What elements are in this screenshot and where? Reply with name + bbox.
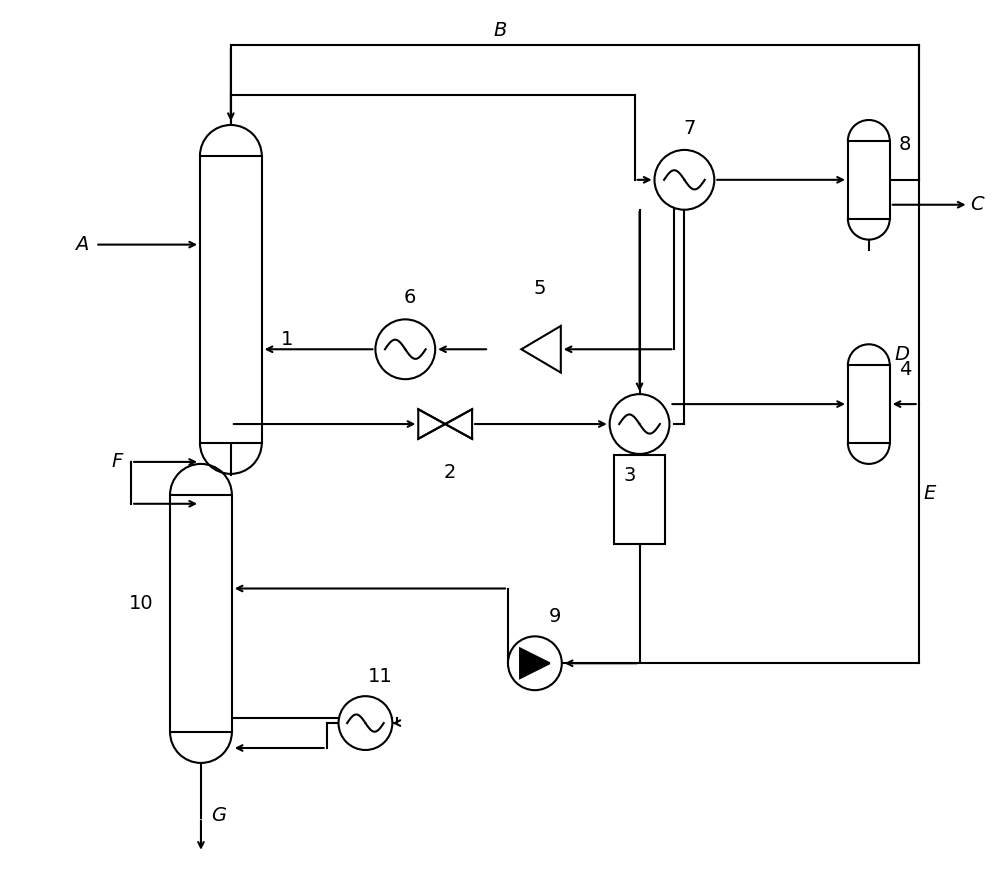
Circle shape [508, 636, 562, 690]
Bar [614, 455, 665, 544]
Text: C: C [970, 196, 984, 215]
Circle shape [610, 395, 669, 454]
Text: D: D [895, 345, 910, 364]
Bar [170, 494, 232, 732]
Polygon shape [445, 409, 472, 439]
Text: 5: 5 [534, 280, 546, 298]
Bar [200, 156, 262, 443]
Text: E: E [924, 484, 936, 503]
Text: F: F [112, 453, 123, 471]
Text: B: B [493, 21, 507, 40]
Bar [848, 365, 890, 443]
Text: 4: 4 [899, 360, 911, 379]
Text: 3: 3 [623, 466, 636, 485]
Text: 10: 10 [129, 594, 154, 613]
Circle shape [655, 150, 714, 209]
Circle shape [375, 320, 435, 379]
Text: A: A [75, 235, 88, 254]
Text: 6: 6 [404, 289, 416, 308]
Text: 7: 7 [683, 119, 696, 138]
Text: 2: 2 [444, 463, 456, 482]
Text: 9: 9 [549, 607, 561, 627]
Text: 1: 1 [281, 330, 293, 348]
Polygon shape [520, 648, 550, 678]
Text: 8: 8 [899, 136, 911, 155]
Polygon shape [521, 326, 561, 373]
Text: G: G [211, 806, 226, 826]
Bar [848, 141, 890, 219]
Polygon shape [418, 409, 445, 439]
Circle shape [339, 696, 392, 750]
Text: 11: 11 [368, 667, 393, 687]
